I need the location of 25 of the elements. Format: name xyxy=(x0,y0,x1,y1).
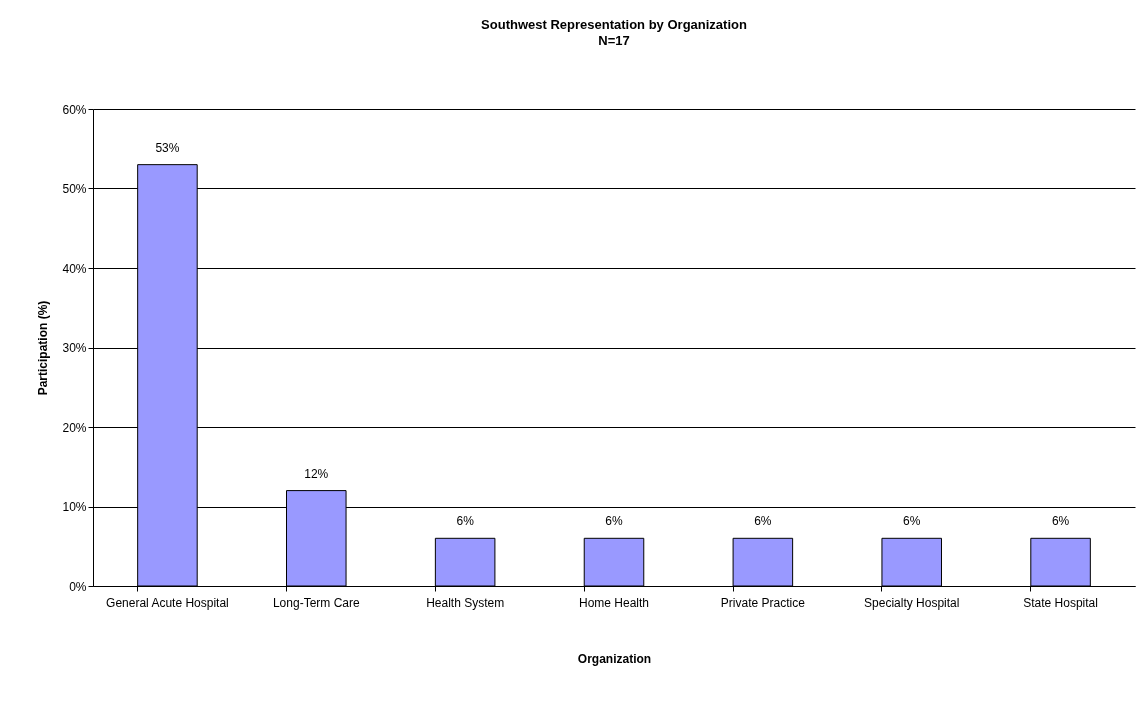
chart-title: Southwest Representation by Organization xyxy=(481,17,747,32)
y-tick-label: 20% xyxy=(62,420,87,435)
data-label: 6% xyxy=(605,514,623,529)
x-tick-label: Home Health xyxy=(578,595,650,610)
y-tick-label: 30% xyxy=(62,341,87,355)
x-tick-label: Long-Term Care xyxy=(272,595,360,610)
x-tick-label: Private Practice xyxy=(720,595,806,610)
data-label: 12% xyxy=(304,466,329,481)
y-tick-label: 10% xyxy=(62,500,87,514)
chart-subtitle: N=17 xyxy=(598,33,630,48)
y-axis-title: Participation (%) xyxy=(36,300,51,396)
data-label: 6% xyxy=(456,514,475,529)
x-tick-label: Specialty Hospital xyxy=(864,595,960,610)
y-tick-label: 40% xyxy=(62,261,87,276)
y-tick-label: 0% xyxy=(69,579,87,594)
data-label: 53% xyxy=(155,140,180,155)
y-tick-label: 50% xyxy=(62,182,87,196)
data-label: 6% xyxy=(1051,514,1070,529)
data-label: 6% xyxy=(754,514,772,529)
x-axis-title: Organization xyxy=(577,651,652,666)
data-label: 6% xyxy=(903,514,921,529)
x-tick-label: General Acute Hospital xyxy=(106,595,229,610)
x-tick-label: Health System xyxy=(426,595,505,610)
y-tick-label: 60% xyxy=(62,102,87,117)
x-tick-label: State Hospital xyxy=(1023,595,1098,610)
